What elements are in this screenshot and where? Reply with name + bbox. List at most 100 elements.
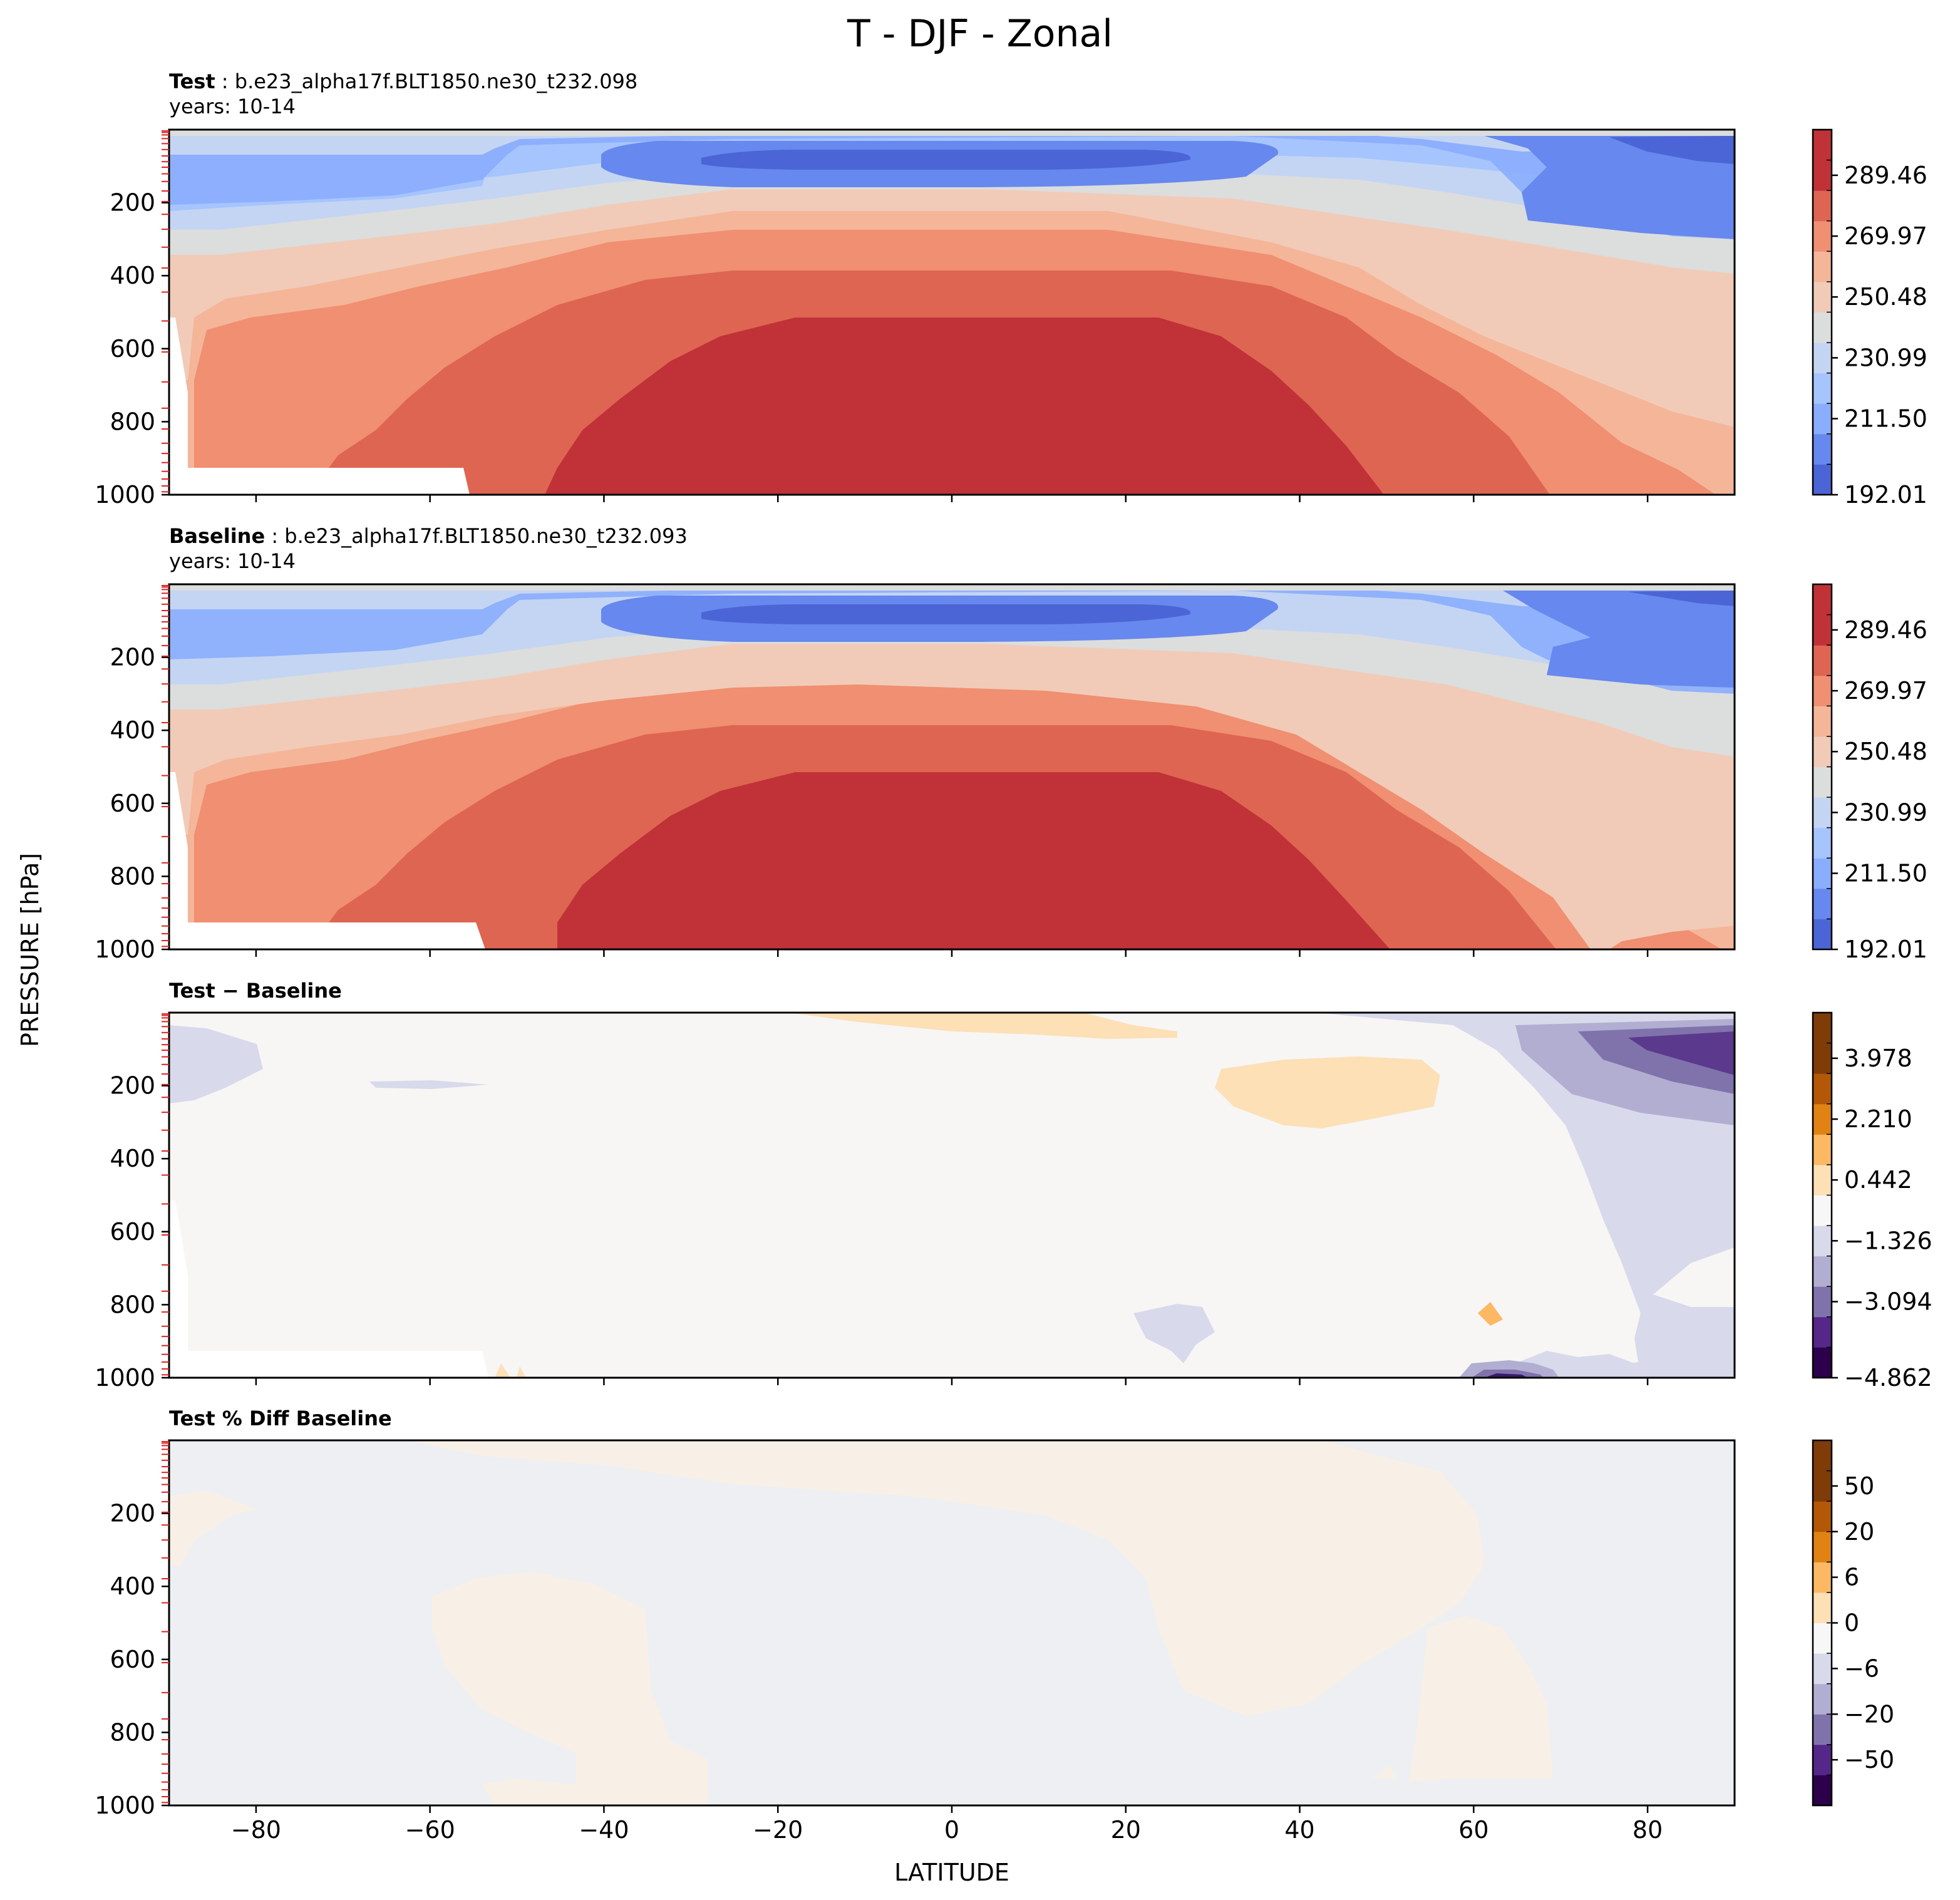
panel-2-title-sep: : <box>265 524 285 548</box>
colorbar-swatch <box>1813 614 1832 646</box>
colorbar-swatch <box>1813 1226 1832 1257</box>
colorbar-swatch <box>1813 584 1832 616</box>
panel-3-colorbar: 3.978 2.210 0.442 −1.326 −3.094 −4.862 <box>1812 1011 1932 1391</box>
panel-1-subtitle: years: 10-14 <box>169 95 296 118</box>
colorbar-swatch <box>1813 1286 1832 1318</box>
figure-title: T - DJF - Zonal <box>847 12 1113 56</box>
colorbar-swatch <box>1813 736 1832 767</box>
colorbar-swatch <box>1813 1073 1832 1105</box>
panel-4-field <box>169 1440 1735 1805</box>
x-tick-label: −40 <box>579 1816 629 1844</box>
colorbar-swatch <box>1813 1256 1832 1287</box>
y-tick-label: 600 <box>110 1218 155 1246</box>
colorbar-tick-label: 230.99 <box>1844 798 1927 826</box>
colorbar-tick-label: −3.094 <box>1844 1288 1932 1316</box>
y-tick-label: 400 <box>110 1572 155 1600</box>
colorbar-swatch <box>1813 858 1832 889</box>
panel-2-title-bold: Baseline <box>169 524 266 548</box>
colorbar-swatch <box>1813 130 1832 161</box>
colorbar-swatch <box>1813 1501 1832 1532</box>
panel-2-field <box>169 584 1735 949</box>
colorbar-swatch <box>1813 827 1832 859</box>
colorbar-tick-label: 2.210 <box>1844 1105 1912 1133</box>
panel-2-title: Baseline : b.e23_alpha17f.BLT1850.ne30_t… <box>169 524 688 574</box>
colorbar-tick-label: 211.50 <box>1844 860 1927 887</box>
colorbar-tick-label: 0.442 <box>1844 1166 1912 1194</box>
y-tick-label: 400 <box>110 262 155 289</box>
colorbar-swatch <box>1813 888 1832 919</box>
colorbar-swatch <box>1813 1195 1832 1226</box>
panel-1-field <box>169 130 1735 495</box>
colorbar-tick-label: 289.46 <box>1844 616 1927 644</box>
y-tick-label: 200 <box>110 189 155 217</box>
x-tick-label: 60 <box>1458 1816 1488 1844</box>
y-tick-label: 800 <box>110 862 155 890</box>
colorbar-tick-label: 192.01 <box>1844 936 1927 963</box>
x-tick-label: 40 <box>1284 1816 1314 1844</box>
y-tick-label: 400 <box>110 716 155 744</box>
colorbar-swatch <box>1813 464 1832 495</box>
colorbar-swatch <box>1813 645 1832 676</box>
panel-2-plot <box>168 583 1736 951</box>
panel-2-subtitle: years: 10-14 <box>169 549 296 573</box>
x-tick-label: 80 <box>1632 1816 1663 1844</box>
x-axis-label: LATITUDE <box>894 1859 1009 1886</box>
panel-3-field <box>169 1013 1735 1378</box>
panel-3-title-bold: Test − Baseline <box>169 979 342 1003</box>
colorbar-tick-label: 289.46 <box>1844 162 1927 189</box>
colorbar-tick-label: 50 <box>1844 1472 1874 1500</box>
y-tick-label: 1000 <box>95 1792 155 1819</box>
y-tick-label: 1000 <box>95 936 155 963</box>
panel-3-plot <box>168 1011 1736 1379</box>
colorbar-tick-label: −6 <box>1844 1655 1879 1682</box>
colorbar-swatch <box>1813 1440 1832 1472</box>
colorbar-tick-label: −4.862 <box>1844 1364 1932 1391</box>
colorbar-swatch <box>1813 1775 1832 1806</box>
colorbar-swatch <box>1813 281 1832 312</box>
colorbar-swatch <box>1813 1316 1832 1348</box>
colorbar-tick-label: 0 <box>1844 1609 1859 1637</box>
panel-4-colorbar: 50 20 6 0 −6 −20 −50 <box>1812 1439 1894 1807</box>
colorbar-swatch <box>1813 190 1832 222</box>
y-tick-label: 600 <box>110 335 155 363</box>
x-tick-label: 20 <box>1111 1816 1141 1844</box>
colorbar-swatch <box>1813 1623 1832 1654</box>
colorbar-tick-label: 250.48 <box>1844 283 1927 311</box>
y-tick-label: 800 <box>110 408 155 435</box>
panel-3-title: Test − Baseline <box>169 978 342 1003</box>
colorbar-swatch <box>1813 1013 1832 1044</box>
colorbar-swatch <box>1813 403 1832 435</box>
colorbar-tick-label: 211.50 <box>1844 405 1927 433</box>
colorbar-swatch <box>1813 1164 1832 1195</box>
panel-1-title-bold: Test <box>169 70 215 93</box>
colorbar-swatch <box>1813 1103 1832 1135</box>
colorbar-swatch <box>1813 433 1832 465</box>
y-tick-label: 800 <box>110 1291 155 1318</box>
colorbar-tick-label: 269.97 <box>1844 222 1927 250</box>
colorbar-tick-label: −20 <box>1844 1700 1894 1728</box>
colorbar-swatch <box>1813 1714 1832 1745</box>
colorbar-swatch <box>1813 1683 1832 1715</box>
colorbar-tick-label: 192.01 <box>1844 481 1927 509</box>
y-tick-label: 1000 <box>95 1364 155 1391</box>
colorbar-tick-label: −50 <box>1844 1746 1894 1774</box>
colorbar-swatch <box>1813 1470 1832 1502</box>
colorbar-swatch <box>1813 1653 1832 1685</box>
colorbar-swatch <box>1813 1134 1832 1165</box>
colorbar-tick-label: 269.97 <box>1844 677 1927 705</box>
panel-1-title: Test : b.e23_alpha17f.BLT1850.ne30_t232.… <box>169 69 637 119</box>
colorbar-swatch <box>1813 1531 1832 1562</box>
colorbar-swatch <box>1813 1562 1832 1593</box>
colorbar-swatch <box>1813 675 1832 706</box>
colorbar-tick-label: 230.99 <box>1844 344 1927 371</box>
y-tick-label: 600 <box>110 790 155 817</box>
colorbar-swatch <box>1813 919 1832 950</box>
panel-2-colorbar: 289.46 269.97 250.48 230.99 211.50 192.01 <box>1812 583 1927 963</box>
panel-1-colorbar: 289.46 269.97 250.48 230.99 211.50 192.01 <box>1812 128 1927 509</box>
y-tick-label: 600 <box>110 1646 155 1673</box>
colorbar-tick-label: 250.48 <box>1844 738 1927 765</box>
x-tick-label: 0 <box>944 1816 959 1844</box>
colorbar-swatch <box>1813 220 1832 252</box>
x-tick-label: −80 <box>231 1816 281 1844</box>
